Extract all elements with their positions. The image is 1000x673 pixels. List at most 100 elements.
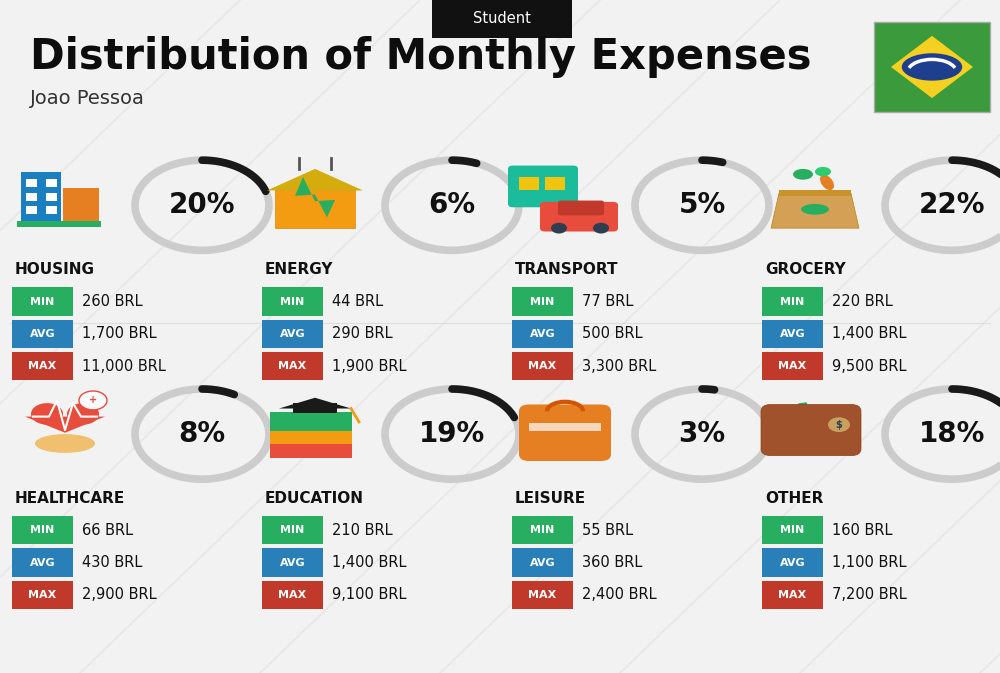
FancyBboxPatch shape: [512, 581, 573, 609]
FancyBboxPatch shape: [262, 516, 323, 544]
FancyBboxPatch shape: [762, 320, 823, 348]
Text: 9,100 BRL: 9,100 BRL: [332, 588, 406, 602]
Ellipse shape: [820, 175, 834, 190]
FancyBboxPatch shape: [508, 166, 578, 207]
FancyBboxPatch shape: [874, 22, 990, 112]
Text: Joao Pessoa: Joao Pessoa: [30, 90, 145, 108]
Text: MAX: MAX: [528, 361, 557, 371]
Text: 22%: 22%: [919, 191, 985, 219]
FancyBboxPatch shape: [63, 188, 99, 223]
Text: OTHER: OTHER: [765, 491, 823, 505]
Text: 19%: 19%: [419, 420, 485, 448]
FancyBboxPatch shape: [17, 221, 101, 227]
Polygon shape: [279, 398, 351, 409]
Text: GROCERY: GROCERY: [765, 262, 846, 277]
Text: 18%: 18%: [919, 420, 985, 448]
FancyBboxPatch shape: [512, 516, 573, 544]
FancyBboxPatch shape: [46, 206, 57, 214]
Text: 430 BRL: 430 BRL: [82, 555, 142, 570]
Text: MIN: MIN: [530, 526, 555, 535]
Text: 360 BRL: 360 BRL: [582, 555, 642, 570]
Ellipse shape: [793, 169, 813, 180]
FancyBboxPatch shape: [26, 179, 37, 187]
Text: AVG: AVG: [530, 558, 555, 567]
FancyBboxPatch shape: [762, 352, 823, 380]
Text: AVG: AVG: [780, 558, 805, 567]
Polygon shape: [267, 169, 363, 190]
Text: 290 BRL: 290 BRL: [332, 326, 393, 341]
Circle shape: [551, 223, 567, 234]
FancyBboxPatch shape: [12, 548, 73, 577]
FancyBboxPatch shape: [761, 404, 861, 456]
Text: 6%: 6%: [428, 191, 476, 219]
Text: 8%: 8%: [178, 420, 226, 448]
FancyBboxPatch shape: [12, 581, 73, 609]
Ellipse shape: [828, 417, 850, 432]
FancyBboxPatch shape: [519, 404, 611, 461]
FancyBboxPatch shape: [46, 192, 57, 201]
Polygon shape: [295, 177, 335, 217]
FancyBboxPatch shape: [262, 548, 323, 577]
Text: MAX: MAX: [278, 361, 307, 371]
FancyBboxPatch shape: [262, 581, 323, 609]
Text: 11,000 BRL: 11,000 BRL: [82, 359, 166, 374]
FancyBboxPatch shape: [262, 320, 323, 348]
Text: MIN: MIN: [30, 297, 55, 306]
Text: AVG: AVG: [280, 558, 305, 567]
FancyBboxPatch shape: [12, 352, 73, 380]
Text: MIN: MIN: [280, 297, 305, 306]
Text: 3%: 3%: [678, 420, 726, 448]
FancyBboxPatch shape: [270, 425, 352, 444]
Text: 3,300 BRL: 3,300 BRL: [582, 359, 656, 374]
Text: MAX: MAX: [278, 590, 307, 600]
FancyBboxPatch shape: [262, 287, 323, 316]
Text: AVG: AVG: [780, 329, 805, 339]
FancyBboxPatch shape: [779, 190, 851, 196]
Text: +: +: [89, 396, 97, 405]
FancyBboxPatch shape: [46, 179, 57, 187]
Ellipse shape: [67, 403, 99, 425]
Text: AVG: AVG: [280, 329, 305, 339]
Polygon shape: [25, 417, 105, 433]
FancyBboxPatch shape: [275, 190, 355, 228]
FancyBboxPatch shape: [762, 581, 823, 609]
FancyBboxPatch shape: [519, 177, 539, 190]
Ellipse shape: [31, 403, 63, 425]
Text: $: $: [836, 420, 842, 429]
Circle shape: [79, 391, 107, 410]
FancyBboxPatch shape: [12, 287, 73, 316]
Text: ENERGY: ENERGY: [265, 262, 334, 277]
Text: LEISURE: LEISURE: [515, 491, 586, 505]
FancyBboxPatch shape: [762, 287, 823, 316]
FancyBboxPatch shape: [26, 192, 37, 201]
FancyBboxPatch shape: [762, 516, 823, 544]
Text: 260 BRL: 260 BRL: [82, 294, 143, 309]
FancyBboxPatch shape: [558, 201, 604, 215]
Text: 66 BRL: 66 BRL: [82, 523, 133, 538]
Text: 160 BRL: 160 BRL: [832, 523, 893, 538]
Text: HOUSING: HOUSING: [15, 262, 95, 277]
FancyBboxPatch shape: [262, 352, 323, 380]
FancyBboxPatch shape: [762, 548, 823, 577]
Text: AVG: AVG: [530, 329, 555, 339]
Text: MIN: MIN: [30, 526, 55, 535]
Text: 2,900 BRL: 2,900 BRL: [82, 588, 157, 602]
Text: MIN: MIN: [280, 526, 305, 535]
Text: Student: Student: [473, 11, 531, 26]
FancyBboxPatch shape: [512, 352, 573, 380]
Text: 55 BRL: 55 BRL: [582, 523, 633, 538]
Text: 210 BRL: 210 BRL: [332, 523, 393, 538]
FancyBboxPatch shape: [512, 548, 573, 577]
Text: MAX: MAX: [778, 590, 807, 600]
FancyBboxPatch shape: [12, 320, 73, 348]
Text: TRANSPORT: TRANSPORT: [515, 262, 618, 277]
Text: 1,900 BRL: 1,900 BRL: [332, 359, 406, 374]
Text: 77 BRL: 77 BRL: [582, 294, 633, 309]
Text: 20%: 20%: [169, 191, 235, 219]
Text: MAX: MAX: [778, 361, 807, 371]
Text: MIN: MIN: [780, 526, 805, 535]
FancyBboxPatch shape: [270, 412, 352, 431]
FancyBboxPatch shape: [12, 516, 73, 544]
FancyBboxPatch shape: [293, 403, 337, 413]
Text: MIN: MIN: [530, 297, 555, 306]
